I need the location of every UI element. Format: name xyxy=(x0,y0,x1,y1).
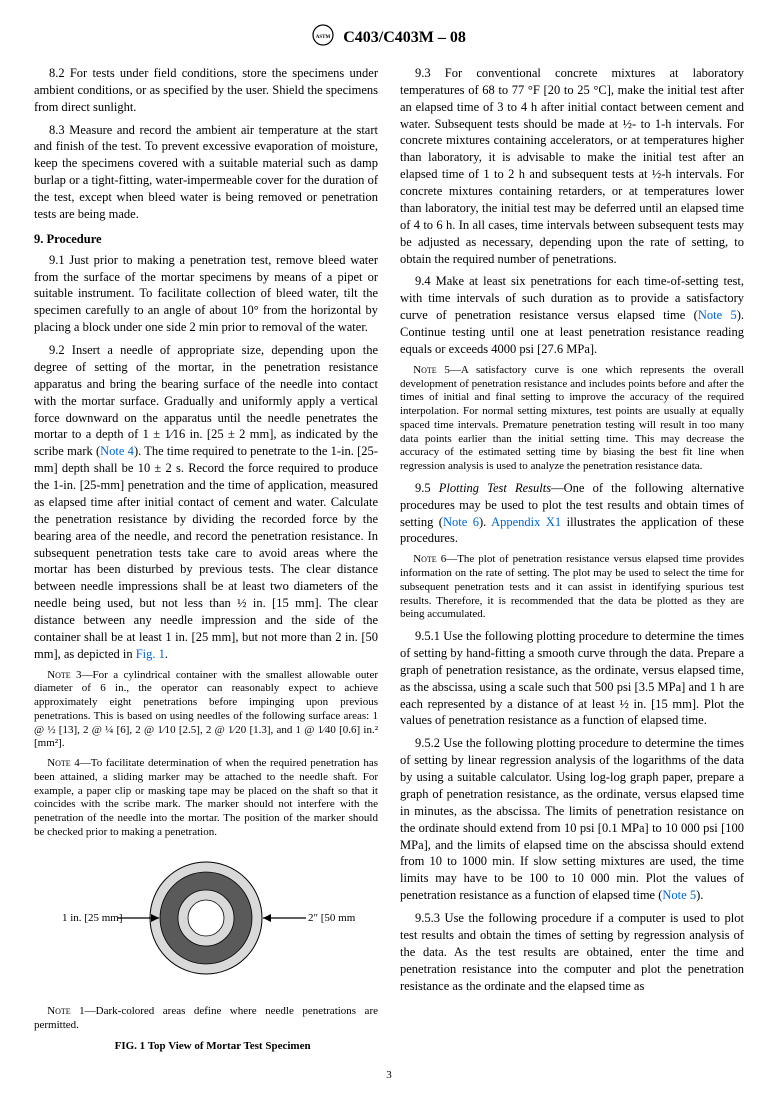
note-3: Note 3—For a cylindrical container with … xyxy=(34,669,378,752)
figure-1-note: Note 1—Dark-colored areas define where n… xyxy=(34,1004,378,1034)
page-header: ASTM C403/C403M – 08 xyxy=(34,24,744,51)
note-4-label: Note xyxy=(47,757,71,769)
note-4-text: 4—To facilitate determination of when th… xyxy=(34,757,378,838)
para-9-5-b: ). xyxy=(479,515,491,529)
note-6-text: 6—The plot of penetration resistance ver… xyxy=(400,553,744,620)
note-5-label: Note xyxy=(413,364,437,376)
para-9-5-2-a: 9.5.2 Use the following plotting procedu… xyxy=(400,736,744,902)
fig-note-label: Note xyxy=(47,1005,71,1017)
fig-note-text: 1—Dark-colored areas define where needle… xyxy=(34,1005,378,1032)
para-9-5-head: Plotting Test Results xyxy=(439,481,551,495)
para-9-3: 9.3 For conventional concrete mixtures a… xyxy=(400,65,744,268)
para-9-5-num: 9.5 xyxy=(415,481,439,495)
para-9-5-1: 9.5.1 Use the following plotting procedu… xyxy=(400,628,744,729)
note-6: Note 6—The plot of penetration resistanc… xyxy=(400,553,744,622)
para-9-5-2-b: ). xyxy=(696,888,703,902)
figure-1: 1 in. [25 mm] 2" [50 mm] Note 1—Dark-col… xyxy=(34,848,378,1055)
para-9-2-text-b: ). The time required to penetrate to the… xyxy=(34,444,378,661)
para-9-5: 9.5 Plotting Test Results—One of the fol… xyxy=(400,480,744,548)
para-8-2: 8.2 For tests under field conditions, st… xyxy=(34,65,378,116)
note-5-ref: Note 5 xyxy=(698,308,737,322)
figure-1-title: FIG. 1 Top View of Mortar Test Specimen xyxy=(34,1039,378,1054)
label-right: 2" [50 mm] xyxy=(308,912,356,924)
para-9-2: 9.2 Insert a needle of appropriate size,… xyxy=(34,342,378,663)
note-6-ref: Note 6 xyxy=(443,515,479,529)
svg-text:ASTM: ASTM xyxy=(316,35,331,40)
para-9-4: 9.4 Make at least six penetrations for e… xyxy=(400,273,744,357)
specimen-diagram: 1 in. [25 mm] 2" [50 mm] xyxy=(56,848,356,998)
para-8-3: 8.3 Measure and record the ambient air t… xyxy=(34,122,378,223)
note-4-ref: Note 4 xyxy=(100,444,134,458)
note-5: Note 5—A satisfactory curve is one which… xyxy=(400,364,744,474)
para-9-5-3: 9.5.3 Use the following procedure if a c… xyxy=(400,910,744,994)
label-left: 1 in. [25 mm] xyxy=(62,912,123,924)
section-9-title: 9. Procedure xyxy=(34,231,378,248)
page-number: 3 xyxy=(34,1068,744,1083)
appendix-x1-ref: Appendix X1 xyxy=(491,515,561,529)
para-9-1: 9.1 Just prior to making a penetration t… xyxy=(34,252,378,336)
para-9-5-2: 9.5.2 Use the following plotting procedu… xyxy=(400,735,744,904)
designation-title: C403/C403M – 08 xyxy=(343,27,466,49)
note-6-label: Note xyxy=(413,553,437,565)
two-column-body: 8.2 For tests under field conditions, st… xyxy=(34,65,744,1054)
note-3-text: 3—For a cylindrical container with the s… xyxy=(34,669,378,750)
fig-1-ref: Fig. 1 xyxy=(136,647,165,661)
astm-logo: ASTM xyxy=(312,24,334,51)
para-9-2-text-a: 9.2 Insert a needle of appropriate size,… xyxy=(34,343,378,458)
note-3-label: Note xyxy=(47,669,71,681)
note-4: Note 4—To facilitate determination of wh… xyxy=(34,757,378,840)
para-9-4-a: 9.4 Make at least six penetrations for e… xyxy=(400,274,744,322)
para-9-2-text-c: . xyxy=(165,647,168,661)
note-5-text: 5—A satisfactory curve is one which repr… xyxy=(400,364,744,472)
note-5-ref-2: Note 5 xyxy=(662,888,696,902)
